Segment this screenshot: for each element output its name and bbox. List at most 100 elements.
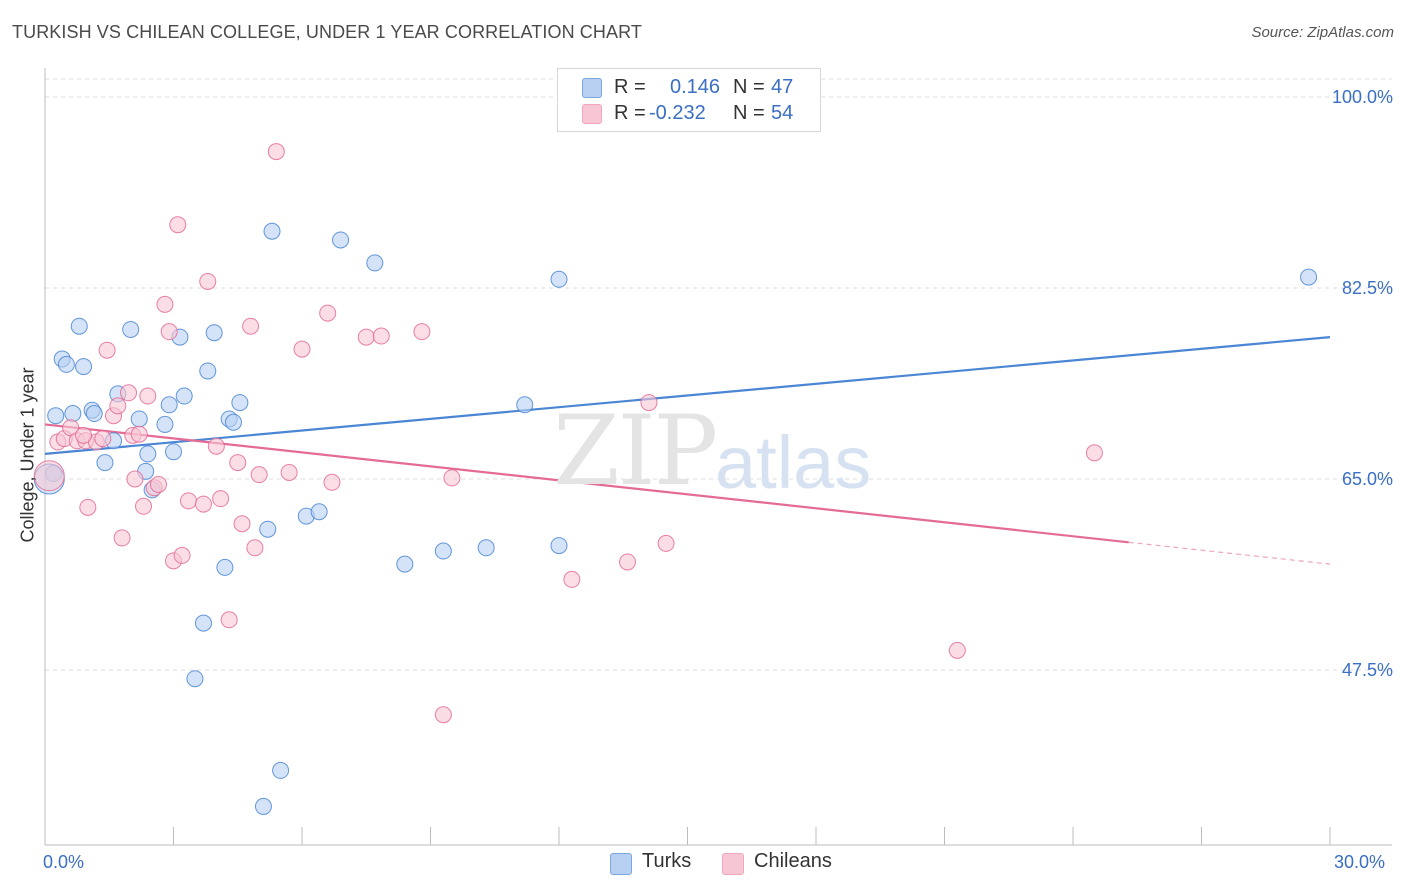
r-value: 0.146: [670, 76, 721, 98]
chileans-swatch: [722, 853, 744, 875]
turks-swatch: [610, 853, 632, 875]
chileans-point: [357, 328, 375, 346]
y-tick-label: 100.0%: [1331, 87, 1393, 107]
chileans-point: [212, 490, 230, 508]
chileans-point: [160, 323, 178, 341]
chileans-point: [130, 425, 148, 443]
data-points: [33, 88, 1318, 815]
chileans-point: [434, 706, 452, 724]
turks-point: [57, 355, 75, 373]
chileans-point: [98, 341, 116, 359]
turks-point: [231, 394, 249, 412]
legend-label: Chileans: [754, 850, 832, 872]
turks-point: [139, 445, 157, 463]
r-label: R =: [614, 76, 646, 98]
chileans-trend-line: [44, 423, 1129, 544]
chileans-point: [179, 492, 197, 510]
turks-point: [175, 387, 193, 405]
source-label: Source: ZipAtlas.com: [1251, 24, 1394, 41]
axes: [44, 68, 1392, 846]
turks-point: [75, 358, 93, 376]
turks-point: [96, 454, 114, 472]
chileans-point: [126, 470, 144, 488]
chileans-point: [242, 317, 260, 335]
turks-point: [310, 503, 328, 521]
chileans-point: [233, 515, 251, 533]
chileans-point: [194, 495, 212, 513]
chileans-point: [619, 553, 637, 571]
chileans-point: [173, 546, 191, 564]
chileans-point: [113, 529, 131, 547]
chileans-point: [293, 340, 311, 358]
chileans-point: [372, 327, 390, 345]
turks-point: [516, 396, 534, 414]
turks-point: [434, 542, 452, 560]
turks-point: [332, 231, 350, 249]
r-value: -0.232: [649, 102, 706, 124]
n-label: N =: [733, 102, 765, 124]
chileans-point: [207, 437, 225, 455]
chileans-point: [229, 454, 247, 472]
chileans-swatch: [582, 104, 602, 124]
turks-point: [205, 324, 223, 342]
x-tick-label: 0.0%: [43, 852, 85, 872]
turks-point: [199, 362, 217, 380]
turks-point: [216, 558, 234, 576]
turks-point: [130, 410, 148, 428]
chileans-point: [33, 460, 65, 492]
turks-point: [85, 405, 103, 423]
turks-point: [1300, 268, 1318, 286]
watermark-atlas: atlas: [715, 421, 872, 504]
chileans-point: [220, 611, 238, 629]
n-value: 47: [771, 76, 794, 98]
turks-point: [263, 222, 281, 240]
chileans-point: [280, 463, 298, 481]
turks-point: [366, 254, 384, 272]
chileans-point: [319, 304, 337, 322]
x-tick-label: 30.0%: [1334, 852, 1386, 872]
y-tick-label: 65.0%: [1341, 469, 1393, 489]
chileans-point: [657, 534, 675, 552]
chileans-point: [139, 387, 157, 405]
gridlines: [45, 78, 1392, 671]
chileans-point: [120, 384, 138, 402]
turks-point: [160, 396, 178, 414]
chileans-point: [169, 216, 187, 234]
y-axis-label: College, Under 1 year: [17, 367, 38, 543]
turks-point: [550, 270, 568, 288]
chileans-point: [135, 497, 153, 515]
chileans-point: [75, 426, 93, 444]
turks-trend-line: [44, 336, 1331, 455]
chileans-point: [199, 272, 217, 290]
chileans-point: [323, 473, 341, 491]
chileans-point: [250, 466, 268, 484]
turks-point: [156, 415, 174, 433]
turks-point: [194, 614, 212, 632]
turks-point: [272, 761, 290, 779]
chileans-point: [1085, 444, 1103, 462]
legend-label: Turks: [642, 850, 692, 872]
chileans-trend-extension: [1128, 541, 1331, 565]
chileans-point: [948, 641, 966, 659]
chileans-point: [413, 323, 431, 341]
chileans-point: [150, 475, 168, 493]
turks-swatch: [582, 78, 602, 98]
turks-point: [254, 797, 272, 815]
trend-lines: [44, 336, 1331, 565]
y-tick-label: 82.5%: [1341, 278, 1393, 298]
chileans-point: [79, 498, 97, 516]
chart-title: TURKISH VS CHILEAN COLLEGE, UNDER 1 YEAR…: [12, 22, 642, 42]
turks-point: [165, 443, 182, 461]
turks-point: [186, 670, 204, 688]
turks-point: [64, 405, 82, 423]
turks-point: [477, 539, 495, 557]
chileans-point: [246, 539, 264, 557]
turks-point: [47, 407, 65, 425]
turks-point: [550, 537, 568, 555]
chileans-point: [109, 397, 127, 415]
watermark-zip: ZIP: [553, 395, 718, 507]
n-value: 54: [771, 102, 794, 124]
chileans-point: [94, 430, 112, 448]
turks-point: [122, 320, 140, 338]
